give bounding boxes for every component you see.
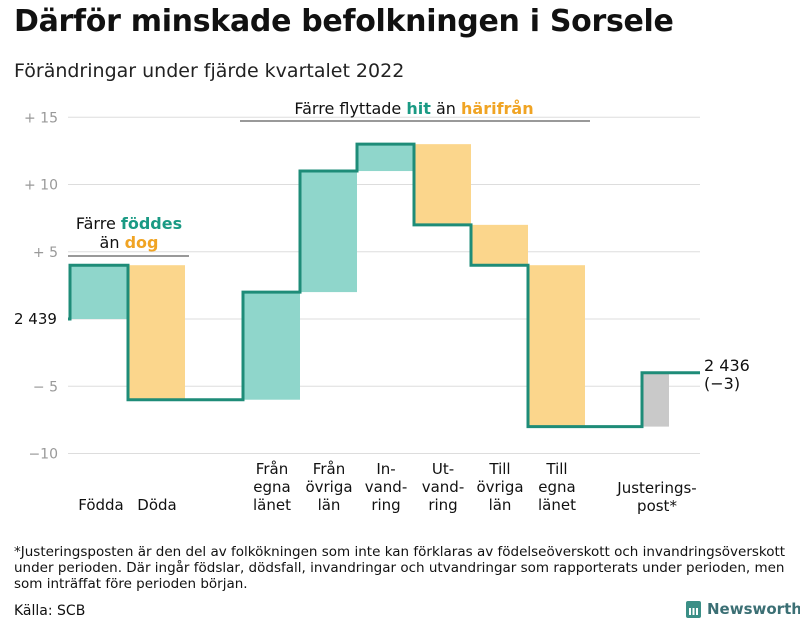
bar-8 — [528, 265, 585, 427]
bar-7 — [471, 224, 528, 266]
category-label: Ut-vand-ring — [422, 460, 465, 514]
category-label: Från övriga län — [305, 460, 352, 514]
category-label: Till övriga län — [476, 460, 523, 514]
bar-9 — [642, 372, 669, 427]
y-tick-label: − 5 — [33, 379, 58, 395]
brand-name: Newsworthy — [707, 600, 800, 618]
y-tick-label: 2 439 — [14, 310, 57, 328]
bar-6 — [414, 144, 471, 225]
y-tick-label: + 15 — [24, 110, 58, 126]
bar-4 — [300, 171, 357, 293]
y-tick-label: + 10 — [24, 178, 58, 194]
waterfall-step-line — [68, 142, 700, 429]
category-label: Från egna länet — [253, 460, 291, 514]
bar-1 — [70, 265, 128, 319]
bar-5 — [357, 144, 414, 172]
chart-subtitle: Förändringar under fjärde kvartalet 2022 — [14, 60, 405, 82]
chart-title: Därför minskade befolkningen i Sorsele — [14, 4, 674, 39]
end-change-label: (−3) — [704, 374, 740, 393]
annotation-births-line1: Färre föddes — [76, 214, 182, 233]
bar-3 — [243, 292, 300, 400]
bar-2 — [128, 265, 185, 400]
waterfall-chart: + 15 + 10 + 5 2 439 − 5 −10 2 436(−3) Födda Döda… — [14, 99, 750, 515]
annotation-births-line2: än dog — [100, 233, 159, 252]
annotation-migration: Färre flyttade hit än härifrån — [294, 99, 533, 118]
brand-logo: Newsworthy — [686, 600, 800, 618]
category-label: Födda — [78, 496, 124, 514]
source-label: Källa: SCB — [14, 603, 86, 619]
y-tick-label: + 5 — [33, 245, 58, 261]
category-label: Döda — [137, 496, 176, 514]
category-label: Justerings-post* — [616, 479, 696, 515]
category-label: In-vand-ring — [365, 460, 408, 514]
category-label: Till egna länet — [538, 460, 576, 514]
footnote: *Justeringsposten är den del av folkökni… — [14, 544, 786, 592]
end-value-label: 2 436 — [704, 356, 750, 375]
newsworthy-logo-icon — [686, 600, 701, 618]
y-tick-label: −10 — [28, 447, 58, 463]
